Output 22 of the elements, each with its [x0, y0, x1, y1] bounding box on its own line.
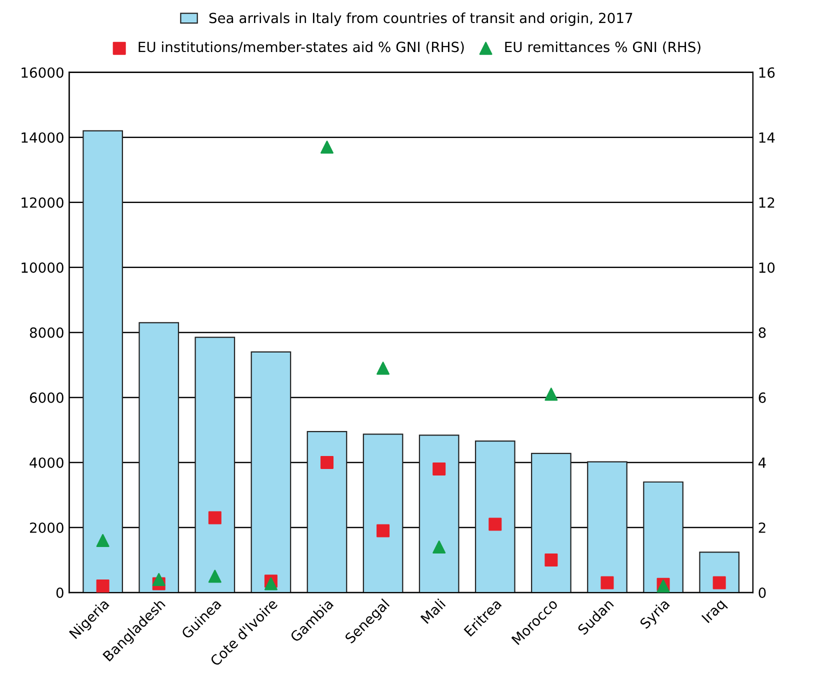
y-tick-label: 2000: [30, 522, 64, 533]
legend-label: Sea arrivals in Italy from countries of transit and origin, 2017: [209, 12, 632, 26]
y2-tick-label: 6: [758, 392, 766, 403]
y2-tick-label: 2: [758, 522, 766, 533]
y-tick-label: 6000: [30, 392, 64, 403]
y2-tick-label: 8: [758, 327, 766, 338]
y2-tick-label: 4: [758, 458, 766, 468]
y-tick-label: 4000: [30, 457, 64, 468]
y2-tick-label: 10: [759, 262, 775, 273]
legend-label: EU institutions/member-states aid % GNI (RHS): [138, 41, 464, 54]
y-tick-label: 0: [56, 588, 64, 598]
y-tick-label: 10000: [22, 262, 64, 273]
y2-tick-label: 14: [759, 132, 775, 143]
y-tick-label: 12000: [22, 197, 64, 208]
y2-tick-label: 12: [759, 197, 774, 208]
y-tick-label: 16000: [22, 67, 64, 78]
y2-tick-label: 16: [759, 67, 775, 78]
y-tick-label: 14000: [22, 132, 64, 143]
x-tick-label: Iraq: [701, 598, 728, 626]
y2-tick-label: 0: [758, 588, 766, 598]
y-tick-label: 8000: [30, 327, 64, 338]
legend-label: EU remittances % GNI (RHS): [505, 41, 700, 54]
